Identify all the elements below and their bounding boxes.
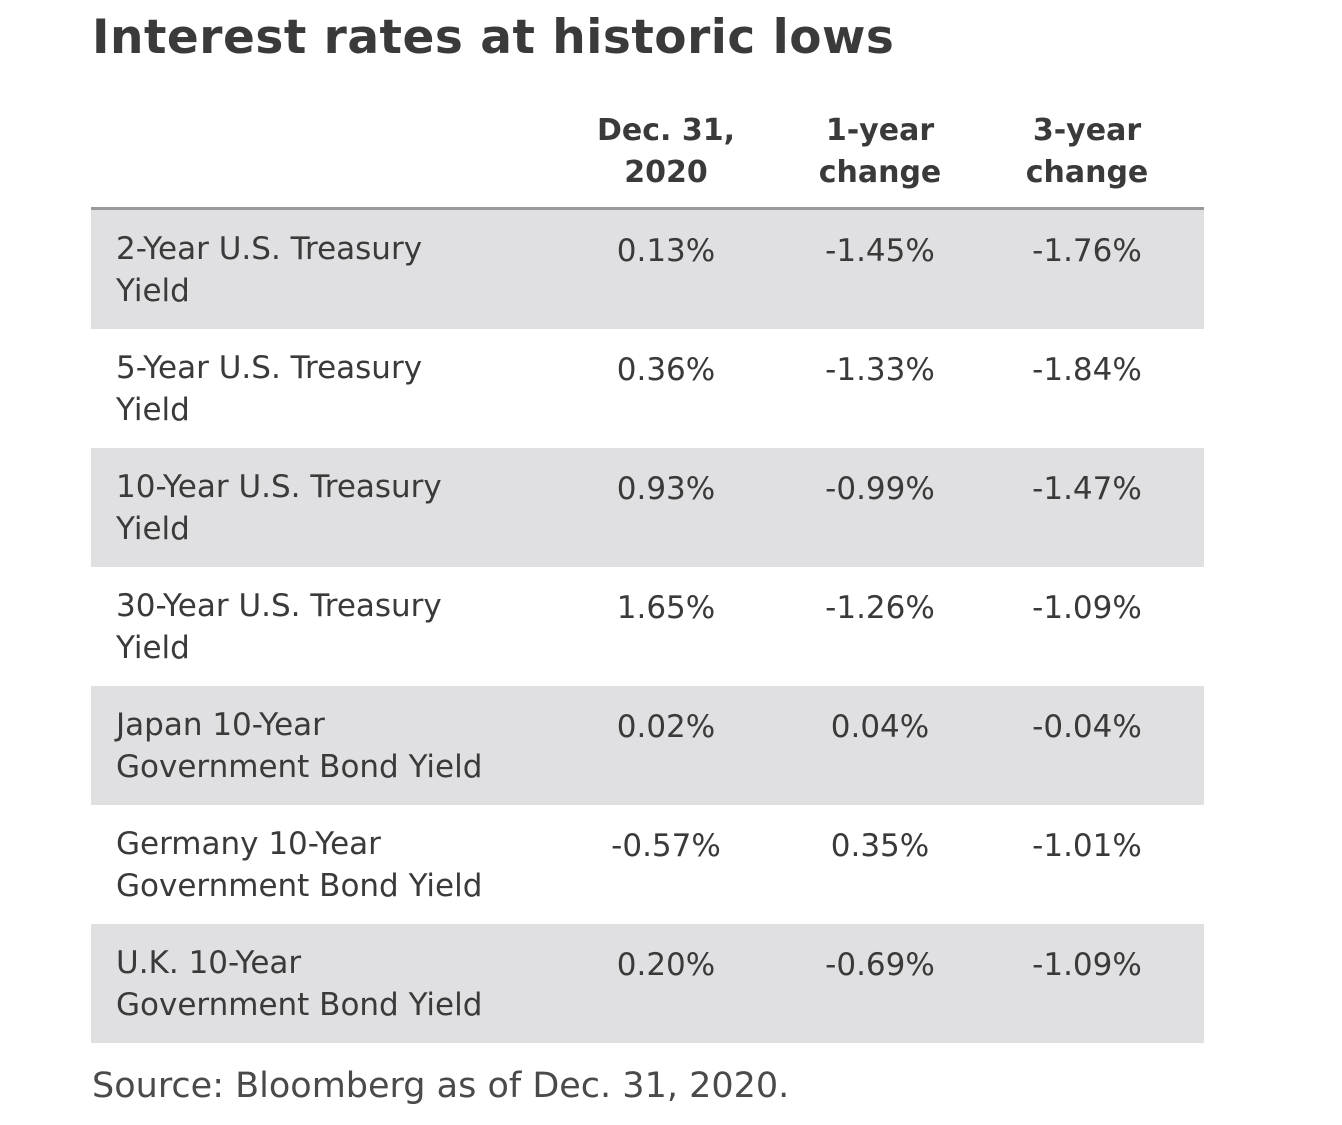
column-header-line: 2020 [624,155,708,190]
table-row: 30-Year U.S. Treasury Yield 1.65% -1.26%… [91,567,1204,686]
page-title: Interest rates at historic lows [92,10,895,65]
cell-1-year-change: 0.35% [830,828,930,864]
column-header-line: 3-year [1032,113,1142,148]
row-label: U.K. 10-Year Government Bond Yield [116,942,482,1026]
cell-dec-31-2020: 0.13% [616,233,716,269]
cell-1-year-change: -1.45% [825,233,935,269]
table-row: U.K. 10-Year Government Bond Yield 0.20%… [91,924,1204,1043]
cell-1-year-change: -1.26% [825,590,935,626]
column-header-dec-31-2020: Dec. 31, 2020 [556,110,776,194]
row-label: 2-Year U.S. Treasury Yield [116,228,422,312]
row-label-line: Japan 10-Year [116,707,325,743]
cell-3-year-change: -1.47% [1032,471,1142,507]
row-label-line: Government Bond Yield [116,987,483,1023]
row-label-line: 2-Year U.S. Treasury [116,231,423,267]
row-label: 10-Year U.S. Treasury Yield [116,466,442,550]
column-header-1-year-change: 1-year change [770,110,990,194]
cell-dec-31-2020: 0.20% [616,947,716,983]
row-label-line: Yield [116,392,190,428]
row-label: Japan 10-Year Government Bond Yield [116,704,482,788]
row-label-line: U.K. 10-Year [116,945,302,981]
table-row: 5-Year U.S. Treasury Yield 0.36% -1.33% … [91,329,1204,448]
row-label-line: Yield [116,273,190,309]
row-label-line: 5-Year U.S. Treasury [116,350,423,386]
row-label-line: Government Bond Yield [116,749,483,785]
source-note: Source: Bloomberg as of Dec. 31, 2020. [92,1066,790,1106]
column-header-line: change [818,155,942,190]
row-label: 30-Year U.S. Treasury Yield [116,585,442,669]
table-header-row: Dec. 31, 2020 1-year change 3-year chang… [91,100,1204,210]
cell-dec-31-2020: -0.57% [611,828,721,864]
cell-1-year-change: -0.99% [825,471,935,507]
table-row: Germany 10-Year Government Bond Yield -0… [91,805,1204,924]
column-header-line: change [1025,155,1149,190]
cell-3-year-change: -1.09% [1032,947,1142,983]
cell-dec-31-2020: 0.36% [616,352,716,388]
cell-3-year-change: -1.76% [1032,233,1142,269]
cell-3-year-change: -1.01% [1032,828,1142,864]
row-label: 5-Year U.S. Treasury Yield [116,347,422,431]
row-label-line: Government Bond Yield [116,868,483,904]
row-label-line: Yield [116,630,190,666]
cell-3-year-change: -1.09% [1032,590,1142,626]
cell-3-year-change: -0.04% [1032,709,1142,745]
cell-1-year-change: -1.33% [825,352,935,388]
row-label-line: Germany 10-Year [116,826,381,862]
table-row: Japan 10-Year Government Bond Yield 0.02… [91,686,1204,805]
rates-table: Dec. 31, 2020 1-year change 3-year chang… [91,100,1204,1043]
cell-1-year-change: 0.04% [830,709,930,745]
row-label-line: Yield [116,511,190,547]
cell-dec-31-2020: 0.93% [616,471,716,507]
cell-dec-31-2020: 1.65% [616,590,716,626]
row-label-line: 30-Year U.S. Treasury [116,588,442,624]
row-label-line: 10-Year U.S. Treasury [116,469,442,505]
cell-3-year-change: -1.84% [1032,352,1142,388]
column-header-line: Dec. 31, [596,113,736,148]
table-row: 2-Year U.S. Treasury Yield 0.13% -1.45% … [91,210,1204,329]
cell-dec-31-2020: 0.02% [616,709,716,745]
table-row: 10-Year U.S. Treasury Yield 0.93% -0.99%… [91,448,1204,567]
row-label: Germany 10-Year Government Bond Yield [116,823,482,907]
column-header-line: 1-year [825,113,935,148]
cell-1-year-change: -0.69% [825,947,935,983]
column-header-3-year-change: 3-year change [977,110,1197,194]
